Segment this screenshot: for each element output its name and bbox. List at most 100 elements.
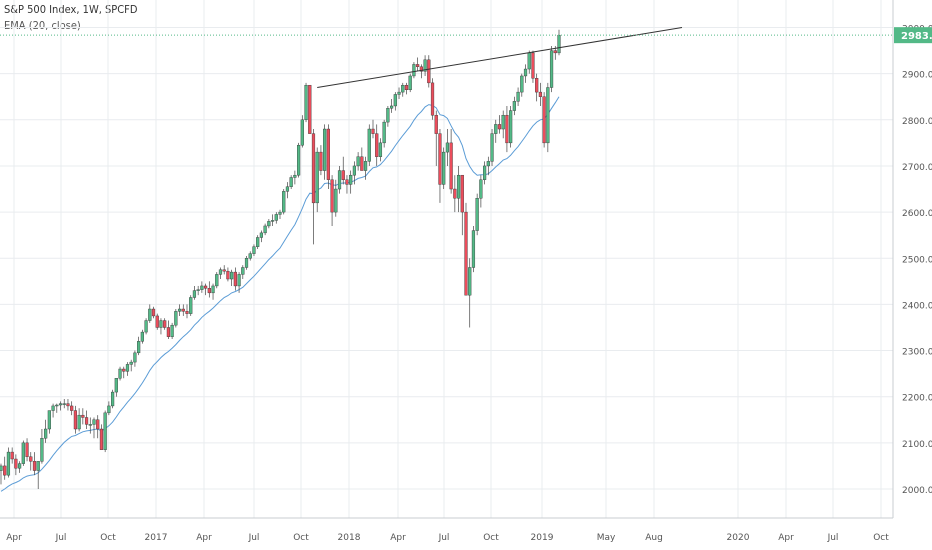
candle-body [512, 101, 516, 111]
candle-body [203, 285, 208, 289]
candle-body [129, 361, 133, 365]
candle-body [509, 110, 513, 144]
candle-body [408, 75, 412, 91]
candle-body [456, 174, 461, 199]
candle-body [189, 297, 193, 314]
y-tick-label: 2900.0 [902, 71, 932, 81]
x-tick-label: Oct [483, 533, 499, 543]
candle-body [323, 128, 327, 171]
candle-body [557, 34, 561, 54]
candle-body [185, 311, 189, 314]
candle-body [47, 410, 51, 430]
candle-body [360, 156, 364, 171]
candle-body [483, 165, 487, 180]
x-tick-label: Oct [873, 533, 889, 543]
candle-body [434, 114, 438, 134]
candle-body [300, 119, 304, 146]
candle-body [460, 174, 464, 213]
candle-body [553, 50, 557, 54]
candle-body [285, 186, 290, 192]
candle-body [520, 75, 524, 93]
candle-body [334, 188, 338, 213]
candle-body [479, 179, 483, 199]
candle-body [81, 414, 85, 418]
x-tick-label: Jul [55, 533, 67, 543]
trend-line [317, 27, 683, 88]
y-tick-label: 2800.0 [902, 117, 932, 127]
candle-body [103, 412, 107, 450]
candle-body [412, 64, 416, 77]
candle-body [241, 267, 245, 275]
x-tick-label: Jul [438, 533, 450, 543]
x-tick-label: Apr [6, 533, 22, 543]
candle-body [497, 124, 502, 130]
candle-body [397, 91, 401, 95]
candle-body [430, 82, 435, 116]
candle-body [174, 311, 178, 326]
candle-body [549, 50, 554, 88]
candle-body [140, 331, 144, 342]
candle-body [29, 456, 33, 462]
candle-body [486, 161, 490, 167]
candle-body [538, 91, 542, 97]
candle-body [6, 451, 11, 476]
candle-body [349, 174, 353, 185]
x-tick-label: Apr [196, 533, 212, 543]
candle-body [170, 324, 174, 337]
candle-body [367, 128, 371, 162]
candle-body [330, 179, 334, 213]
candle-body [378, 142, 383, 157]
x-tick-label: Oct [100, 533, 116, 543]
y-tick-label: 2100.0 [902, 440, 932, 450]
ema-legend-label: EMA (20, close) [4, 19, 81, 32]
candle-body [475, 198, 479, 231]
candle-body [159, 320, 163, 328]
candle-body [427, 59, 431, 84]
candle-body [352, 165, 356, 176]
candle-body [230, 271, 234, 280]
chart-title: S&P 500 Index, 1W, SPCFD [4, 3, 138, 16]
x-tick-label: 2020 [727, 533, 750, 543]
ema-line [0, 96, 560, 492]
candle-body [390, 105, 394, 109]
last-price-tag [894, 27, 932, 44]
candle-body [166, 327, 170, 337]
candle-body [84, 417, 89, 425]
y-tick-label: 2300.0 [902, 348, 932, 358]
candle-body [304, 84, 308, 120]
candle-body [51, 405, 55, 411]
candle-body [44, 428, 48, 439]
candle-body [289, 177, 293, 187]
candle-body [501, 114, 505, 130]
candle-body [237, 274, 241, 287]
x-tick-label: 2019 [531, 533, 554, 543]
candle-body [58, 403, 63, 406]
candle-body [311, 133, 316, 204]
candle-body [404, 84, 409, 91]
candle-body [196, 289, 200, 291]
x-tick-label: May [597, 533, 616, 543]
candle-body [546, 87, 550, 144]
candle-body [151, 308, 156, 317]
candle-body [122, 368, 126, 372]
chart-legend: S&P 500 Index, 1W, SPCFD EMA (20, close) [4, 2, 138, 34]
candle-body [419, 66, 423, 72]
x-tick-label: Jul [827, 533, 839, 543]
candle-body [248, 253, 252, 259]
candle-body [274, 214, 278, 221]
candle-body [77, 414, 81, 430]
candle-body [297, 144, 301, 176]
candle-body [36, 461, 40, 471]
candle-body [505, 114, 509, 144]
candle-body [278, 211, 282, 215]
candle-body [226, 270, 230, 280]
candle-body [382, 121, 386, 144]
x-tick-label: Apr [778, 533, 794, 543]
x-tick-label: Apr [390, 533, 406, 543]
candle-body [3, 465, 7, 476]
candle-body [62, 403, 66, 405]
candle-body [494, 124, 498, 134]
candle-body [144, 320, 148, 333]
candle-body [114, 378, 118, 393]
